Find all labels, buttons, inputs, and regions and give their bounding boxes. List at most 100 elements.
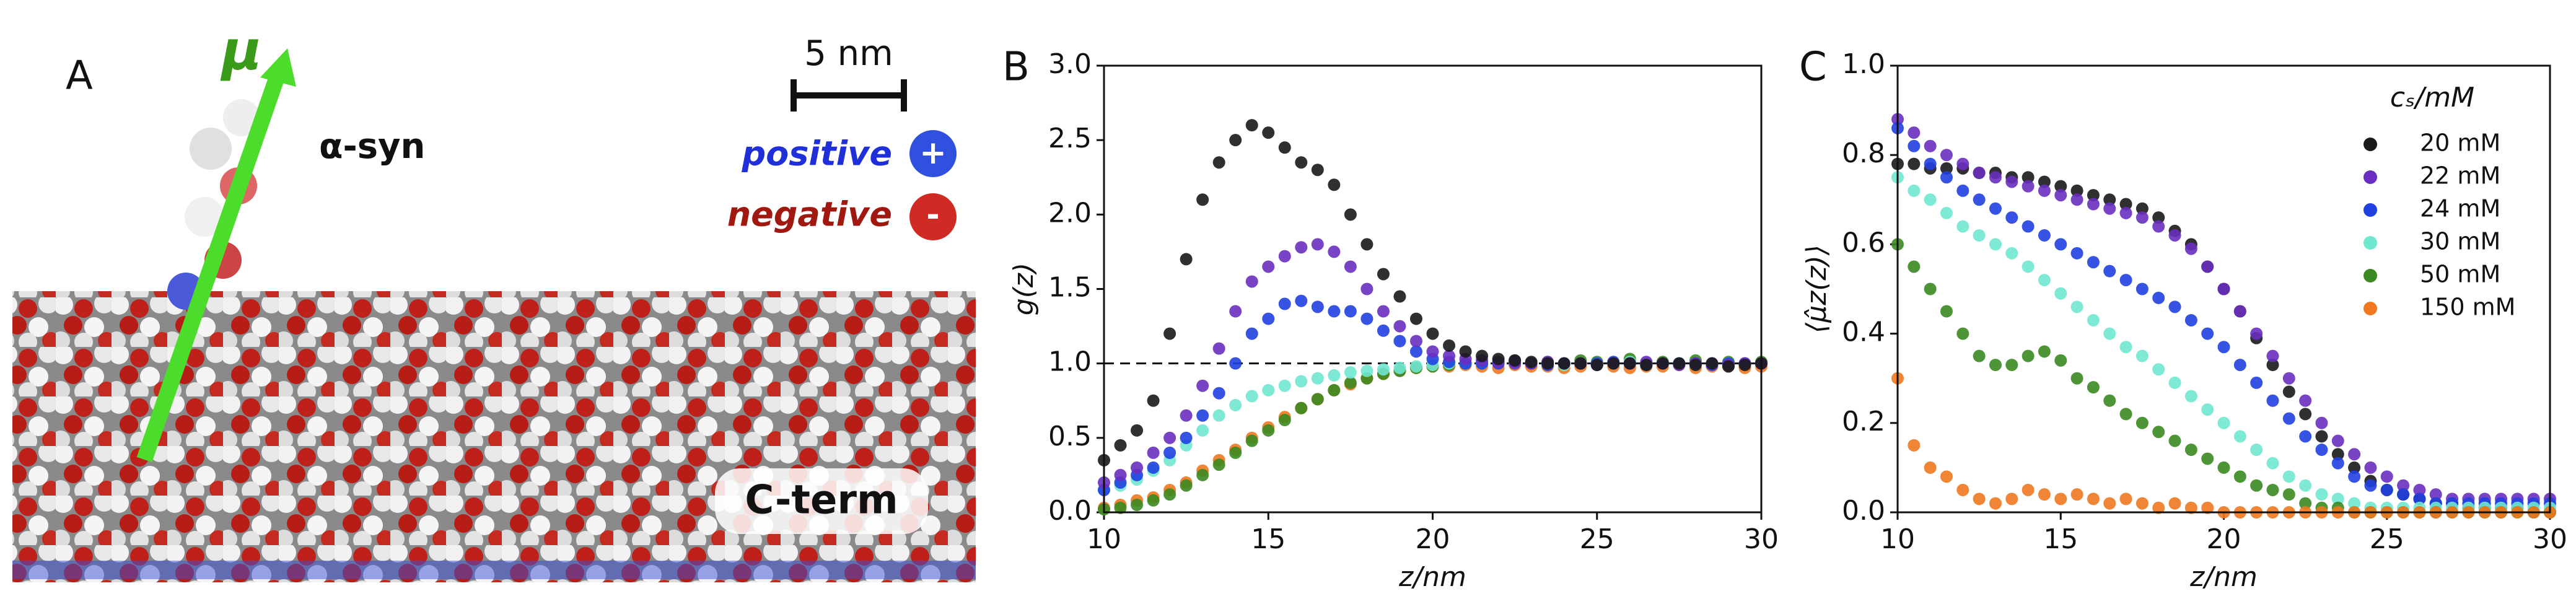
data-point: [1973, 167, 1986, 180]
data-point: [2103, 193, 2116, 206]
y-tick-label: 0.8: [1842, 138, 1885, 169]
data-point: [2315, 444, 2328, 457]
data-point: [1924, 461, 1937, 474]
legend-label: 50 mM: [2420, 261, 2500, 288]
data-point: [2282, 385, 2295, 398]
data-point: [2005, 175, 2018, 188]
data-point: [2103, 497, 2116, 510]
data-point: [1393, 335, 1406, 348]
data-point: [2022, 349, 2035, 362]
y-tick-label: 0.0: [1048, 495, 1092, 527]
x-tick-label: 20: [1416, 523, 1450, 555]
legend-label: 30 mM: [2420, 228, 2500, 255]
data-point: [1426, 327, 1439, 340]
data-point: [1908, 157, 1921, 170]
data-point: [1956, 157, 1969, 170]
data-point: [1262, 126, 1275, 139]
y-tick-label: 1.5: [1048, 272, 1092, 304]
data-point: [2070, 300, 2083, 313]
data-point: [1245, 390, 1258, 403]
data-point: [1278, 413, 1291, 426]
data-point: [2429, 488, 2442, 501]
data-point: [2299, 430, 2312, 443]
y-tick-label: 2.0: [1048, 197, 1092, 229]
data-point: [2087, 189, 2100, 202]
data-point: [1989, 238, 2002, 251]
data-point: [1908, 184, 1921, 197]
data-point: [2184, 313, 2197, 326]
x-axis-label: z/nm: [1398, 561, 1466, 593]
data-point: [1908, 260, 1921, 273]
data-point: [1924, 157, 1937, 170]
data-point: [2348, 461, 2361, 474]
panel-label: B: [1002, 45, 1030, 90]
data-point: [1459, 345, 1472, 358]
data-point: [1409, 312, 1422, 325]
data-point: [2054, 354, 2067, 367]
data-point: [2413, 483, 2426, 496]
data-point: [1311, 372, 1324, 385]
legend-title: cₛ/mM: [2390, 82, 2474, 113]
dipole-arrow: [136, 65, 288, 463]
data-point: [1722, 360, 1735, 373]
data-point: [2119, 274, 2132, 287]
data-point: [2005, 247, 2018, 260]
data-point: [1940, 206, 1953, 219]
data-point: [2184, 242, 2197, 255]
data-point: [1212, 387, 1225, 400]
data-point: [1443, 339, 1456, 352]
data-point: [1295, 294, 1308, 307]
data-point: [1908, 126, 1921, 139]
data-point: [1656, 357, 1669, 370]
y-tick-label: 1.0: [1048, 346, 1092, 378]
legend-label: 22 mM: [2420, 162, 2500, 190]
data-point: [1245, 275, 1258, 288]
data-point: [1295, 375, 1308, 388]
data-point: [2087, 492, 2100, 506]
data-point: [1360, 238, 1373, 251]
data-point: [1940, 470, 1953, 483]
data-point: [2070, 247, 2083, 260]
data-point: [1409, 360, 1422, 373]
data-point: [2087, 198, 2100, 211]
y-tick-label: 0.4: [1842, 317, 1885, 348]
y-tick-label: 0.6: [1842, 227, 1885, 258]
data-point: [2331, 434, 2344, 447]
x-tick-label: 30: [1744, 523, 1779, 555]
data-point: [2119, 492, 2132, 506]
data-point: [1973, 492, 1986, 506]
data-point: [2266, 394, 2279, 407]
data-point: [2038, 488, 2051, 501]
data-point: [2201, 327, 2214, 340]
legend-marker: [2364, 138, 2377, 151]
data-point: [1180, 431, 1193, 444]
plot-frame: [1896, 64, 2551, 514]
data-point: [2217, 461, 2230, 474]
data-point: [1147, 394, 1160, 407]
y-tick-label: 0.0: [1842, 495, 1885, 527]
data-point: [1278, 379, 1291, 392]
data-point: [2136, 202, 2149, 215]
data-point: [2250, 444, 2263, 457]
data-point: [1163, 488, 1176, 501]
data-point: [2152, 291, 2165, 304]
data-point: [2103, 265, 2116, 278]
data-point: [1328, 178, 1341, 191]
data-point: [1147, 446, 1160, 459]
panel-a: A μ 5 nm α-syn positive + negative - C-t…: [12, 19, 976, 582]
data-point: [2038, 175, 2051, 188]
data-point: [2119, 198, 2132, 211]
data-point: [2331, 492, 2344, 506]
positive-icon: [909, 130, 957, 177]
data-point: [1311, 164, 1324, 177]
data-point: [2217, 282, 2230, 295]
data-point: [2005, 359, 2018, 372]
plot-frame: [1103, 64, 1763, 514]
x-tick-label: 25: [1580, 523, 1614, 555]
data-point: [1278, 141, 1291, 154]
legend-label: 150 mM: [2420, 294, 2515, 321]
data-point: [1163, 431, 1176, 444]
data-point: [2038, 274, 2051, 287]
data-point: [2397, 488, 2410, 501]
